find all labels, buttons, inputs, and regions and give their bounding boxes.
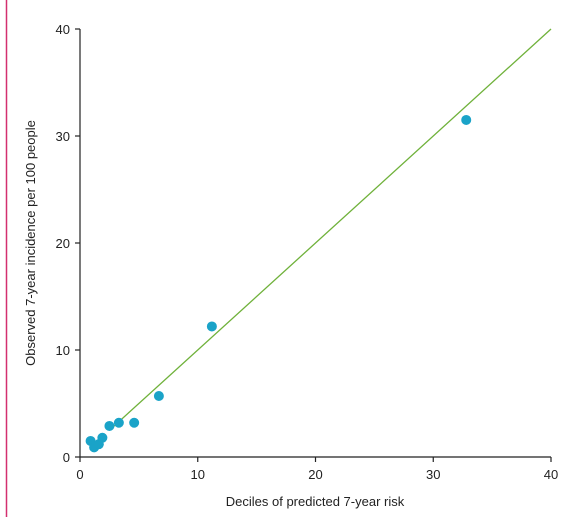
data-points <box>85 114 472 453</box>
x-tick-label: 40 <box>544 467 558 482</box>
x-tick-label: 20 <box>308 467 322 482</box>
y-axis-title: Observed 7-year incidence per 100 people <box>23 120 38 366</box>
data-point <box>104 420 115 431</box>
data-point <box>129 417 140 428</box>
y-axis-ticks: 0 10 20 30 40 <box>56 22 80 465</box>
x-axis-ticks: 0 10 20 30 40 <box>76 457 558 482</box>
y-tick-label: 30 <box>56 129 70 144</box>
data-point <box>206 321 217 332</box>
x-axis-title: Deciles of predicted 7-year risk <box>226 494 405 509</box>
data-point <box>153 391 164 402</box>
y-tick-label: 10 <box>56 343 70 358</box>
data-point <box>97 432 108 443</box>
reference-line-group <box>109 28 552 431</box>
x-tick-label: 0 <box>76 467 83 482</box>
reference-line <box>109 28 552 431</box>
y-tick-label: 20 <box>56 236 70 251</box>
x-tick-label: 30 <box>426 467 440 482</box>
data-point <box>461 114 472 125</box>
y-tick-label: 40 <box>56 22 70 37</box>
y-tick-label: 0 <box>63 450 70 465</box>
x-tick-label: 10 <box>191 467 205 482</box>
data-point <box>113 417 124 428</box>
